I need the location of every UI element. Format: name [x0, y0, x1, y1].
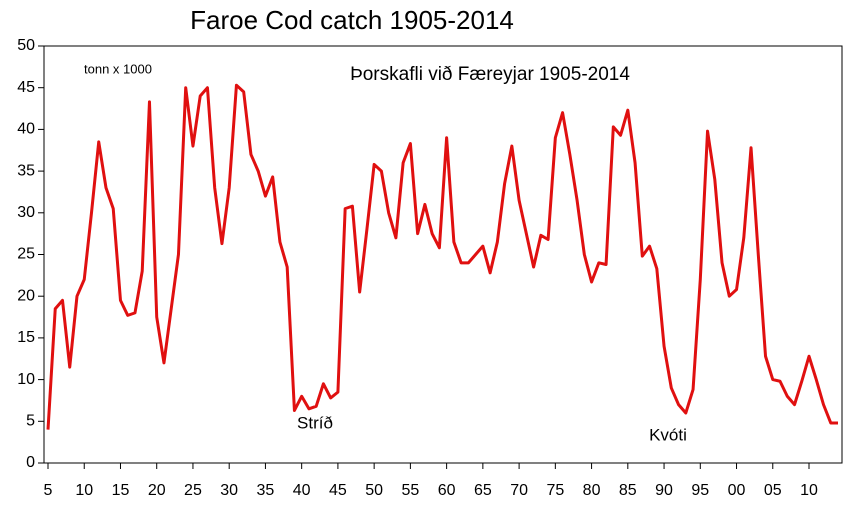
y-tick-label: 5: [26, 413, 35, 430]
x-tick-label: 5: [44, 482, 53, 499]
chart-subtitle: Þorskafli við Færeyjar 1905-2014: [350, 64, 630, 85]
y-tick-label: 15: [17, 329, 35, 346]
y-tick-label: 35: [17, 162, 35, 179]
x-tick-label: 45: [329, 482, 347, 499]
annotation: Stríð: [297, 413, 333, 432]
x-tick-label: 15: [112, 482, 130, 499]
y-tick-label: 45: [17, 79, 35, 96]
x-tick-label: 55: [401, 482, 419, 499]
annotation: Kvóti: [649, 425, 687, 444]
x-tick-label: 25: [184, 482, 202, 499]
y-tick-label: 10: [17, 371, 35, 388]
x-tick-label: 20: [148, 482, 166, 499]
x-tick-label: 95: [691, 482, 709, 499]
y-tick-label: 0: [26, 454, 35, 471]
y-tick-label: 50: [17, 37, 35, 54]
y-tick-label: 40: [17, 121, 35, 138]
x-tick-label: 10: [800, 482, 818, 499]
x-tick-label: 30: [220, 482, 238, 499]
x-tick-label: 90: [655, 482, 673, 499]
x-tick-label: 75: [546, 482, 564, 499]
y-tick-label: 30: [17, 204, 35, 221]
x-tick-label: 80: [583, 482, 601, 499]
y-tick-label: 20: [17, 287, 35, 304]
y-axis-label: tonn x 1000: [84, 61, 152, 76]
x-tick-label: 65: [474, 482, 492, 499]
chart-title: Faroe Cod catch 1905-2014: [190, 5, 514, 35]
x-tick-label: 05: [764, 482, 782, 499]
x-tick-label: 85: [619, 482, 637, 499]
x-tick-label: 10: [75, 482, 93, 499]
x-tick-label: 35: [257, 482, 275, 499]
x-tick-label: 50: [365, 482, 383, 499]
x-tick-label: 40: [293, 482, 311, 499]
x-tick-label: 70: [510, 482, 528, 499]
x-tick-label: 60: [438, 482, 456, 499]
y-tick-label: 25: [17, 246, 35, 263]
data-line: [46, 83, 838, 430]
x-tick-label: 00: [728, 482, 746, 499]
